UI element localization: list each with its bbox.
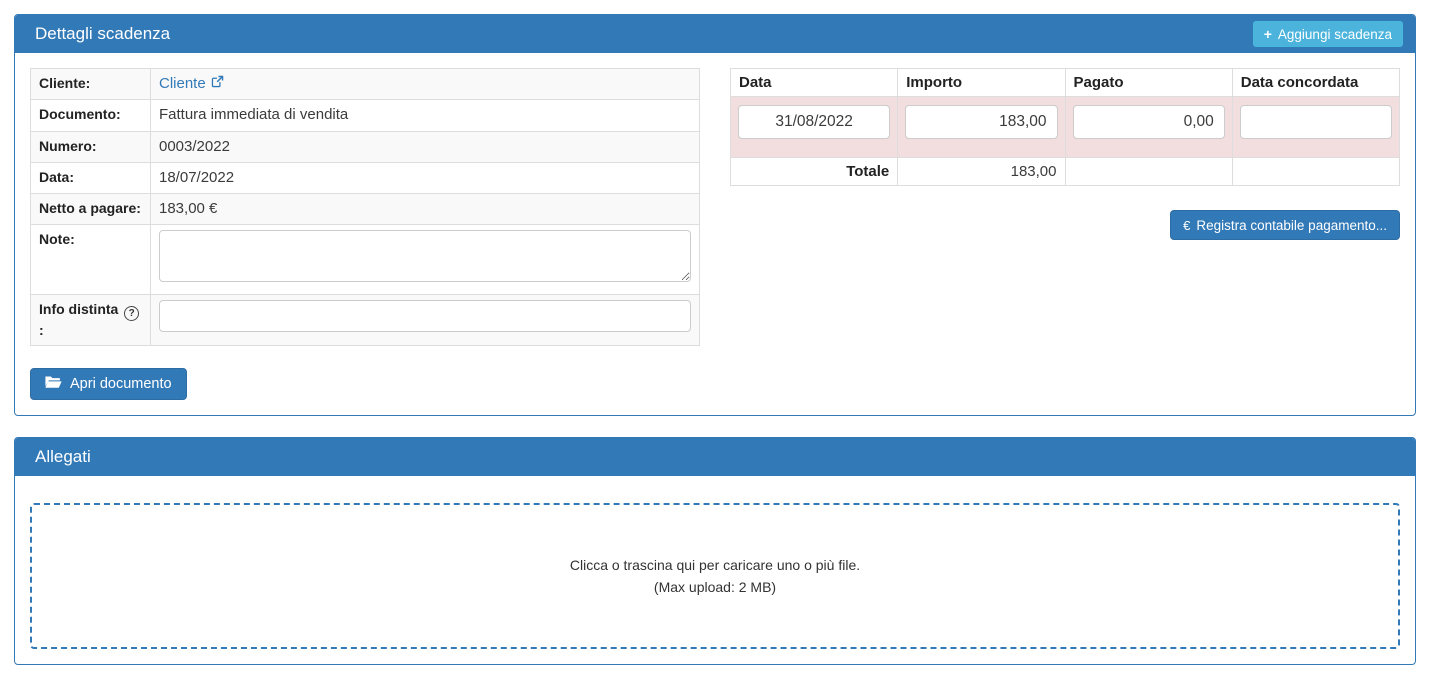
apri-documento-label: Apri documento [70,375,172,392]
table-row-documento: Documento: Fattura immediata di vendita [30,99,700,132]
rate-pagato-input[interactable] [1072,105,1225,139]
panel-body-dettagli-scadenza: Cliente: Cliente [15,53,1415,415]
data-label: Data: [30,161,151,195]
numero-value: 0003/2022 [150,130,700,163]
euro-icon: € [1183,217,1191,233]
table-row-netto: Netto a pagare: 183,00 € [30,192,700,226]
cliente-link-text: Cliente [159,75,206,92]
rate-total-importo: 183,00 [897,157,1066,186]
rate-header-importo: Importo [897,68,1066,97]
rate-data-concordata-input[interactable] [1239,105,1392,139]
registra-pagamento-button[interactable]: € Registra contabile pagamento... [1170,210,1400,240]
add-scadenza-button[interactable]: + Aggiungi scadenza [1252,21,1403,47]
dropzone-instruction: Clicca o trascina qui per caricare uno o… [569,556,861,573]
rate-total-label: Totale [729,157,899,186]
rate-total-pagato-empty [1064,157,1233,186]
data-value: 18/07/2022 [150,161,700,195]
table-row-data: Data: 18/07/2022 [30,161,700,195]
netto-value: 183,00 € [150,192,700,226]
rate-header-data: Data [729,68,899,97]
rate-total-row: Totale 183,00 [729,157,1401,186]
table-row-info-distinta: Info distinta ? : [30,293,700,346]
documento-label: Documento: [30,99,151,132]
note-input[interactable] [159,230,691,283]
numero-label: Numero: [30,130,151,163]
documento-value: Fattura immediata di vendita [150,99,700,132]
document-details-table: Cliente: Cliente [30,67,700,346]
rate-table: Data Importo Pagato Data concordata [729,68,1401,186]
help-icon: ? [124,305,140,321]
info-distinta-input[interactable] [159,299,691,332]
panel-body-allegati: Clicca o trascina qui per caricare uno o… [15,476,1415,664]
info-distinta-label: Info distinta [39,300,119,317]
rate-total-concordata-empty [1231,157,1401,186]
panel-title-allegati: Allegati [35,446,91,466]
panel-title-dettagli-scadenza: Dettagli scadenza [35,24,171,43]
document-details-column: Cliente: Cliente [30,67,700,400]
external-link-icon [211,74,224,94]
registra-pagamento-label: Registra contabile pagamento... [1196,217,1387,233]
plus-icon: + [1263,26,1272,42]
cliente-link[interactable]: Cliente [159,74,224,94]
dropzone-max-upload: (Max upload: 2 MB) [653,578,777,595]
note-label: Note: [30,224,151,295]
rate-column: Data Importo Pagato Data concordata [729,68,1401,240]
rate-header-data-concordata: Data concordata [1231,68,1401,97]
rate-data-input[interactable] [738,105,891,139]
table-row-note: Note: [30,224,700,295]
rate-row [729,96,1401,158]
panel-header-allegati: Allegati [15,437,1415,476]
table-row-numero: Numero: 0003/2022 [30,130,700,163]
info-distinta-colon: : [39,321,44,338]
cliente-label: Cliente: [30,67,151,101]
rate-table-header-row: Data Importo Pagato Data concordata [729,68,1401,97]
panel-allegati: Allegati Clicca o trascina qui per caric… [14,436,1416,665]
folder-open-icon [45,375,62,393]
netto-label: Netto a pagare: [30,192,151,226]
rate-importo-input[interactable] [905,105,1058,139]
apri-documento-button[interactable]: Apri documento [30,367,187,400]
panel-header-dettagli-scadenza: Dettagli scadenza + Aggiungi scadenza [15,15,1415,53]
file-dropzone[interactable]: Clicca o trascina qui per caricare uno o… [30,502,1400,649]
add-scadenza-label: Aggiungi scadenza [1277,26,1392,42]
panel-dettagli-scadenza: Dettagli scadenza + Aggiungi scadenza Cl… [14,14,1416,416]
rate-header-pagato: Pagato [1064,68,1233,97]
table-row-cliente: Cliente: Cliente [30,67,700,101]
